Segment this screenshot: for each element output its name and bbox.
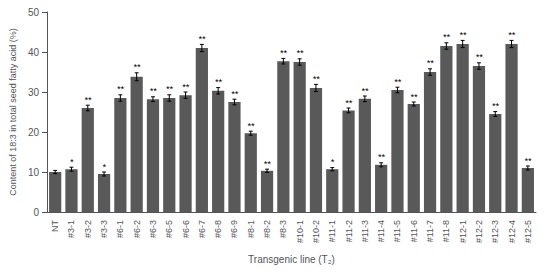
svg-text:0: 0 [33,207,39,218]
svg-text:*: * [70,157,74,167]
svg-text:*: * [331,157,335,167]
svg-text:#11-3: #11-3 [360,220,370,242]
svg-text:**: ** [361,86,369,96]
svg-text:**: ** [149,86,157,96]
svg-text:#11-4: #11-4 [376,220,386,242]
svg-text:**: ** [475,52,483,62]
svg-text:#12-4: #12-4 [507,220,517,243]
svg-text:**: ** [117,84,125,94]
svg-text:**: ** [345,98,353,108]
svg-text:**: ** [296,48,304,58]
svg-text:#12-2: #12-2 [474,220,484,243]
svg-text:#3-2: #3-2 [83,220,93,238]
svg-text:#6-1: #6-1 [115,220,125,238]
svg-text:30: 30 [28,87,40,98]
svg-text:#6-5: #6-5 [164,220,174,238]
svg-text:#11-8: #11-8 [441,220,451,242]
svg-text:**: ** [231,89,239,99]
svg-text:Content of 18:3 in total seed: Content of 18:3 in total seed fatty acid… [8,28,18,196]
svg-text:**: ** [394,77,402,87]
svg-text:#11-1: #11-1 [327,220,337,242]
svg-text:#11-7: #11-7 [425,220,435,242]
svg-text:#12-3: #12-3 [490,220,500,243]
svg-text:**: ** [182,82,190,92]
svg-text:#6-7: #6-7 [197,220,207,238]
svg-text:NT: NT [50,220,60,232]
svg-text:10: 10 [28,167,40,178]
svg-text:#11-2: #11-2 [344,220,354,242]
svg-text:**: ** [198,34,206,44]
svg-text:**: ** [84,95,92,105]
svg-text:#6-8: #6-8 [213,220,223,238]
svg-text:**: ** [410,92,418,102]
svg-text:#10-1: #10-1 [295,220,305,243]
svg-text:#12-1: #12-1 [458,220,468,243]
svg-text:**: ** [312,74,320,84]
svg-text:#10-2: #10-2 [311,220,321,243]
svg-text:Transgenic line (T₂): Transgenic line (T₂) [248,254,335,265]
svg-text:*: * [102,162,106,172]
svg-text:**: ** [215,77,223,87]
svg-text:#11-5: #11-5 [392,220,402,242]
svg-text:**: ** [378,152,386,162]
svg-text:#3-1: #3-1 [66,220,76,238]
svg-text:**: ** [524,156,532,166]
svg-text:#6-9: #6-9 [229,220,239,238]
svg-text:**: ** [459,30,467,40]
svg-text:**: ** [508,30,516,40]
svg-text:**: ** [166,84,174,94]
svg-text:40: 40 [28,47,40,58]
svg-text:#6-2: #6-2 [132,220,142,238]
svg-text:20: 20 [28,127,40,138]
svg-text:**: ** [264,159,272,169]
svg-text:**: ** [492,101,500,111]
svg-text:**: ** [427,58,435,68]
svg-text:#12-5: #12-5 [523,220,533,243]
svg-text:#11-6: #11-6 [409,220,419,242]
svg-text:**: ** [280,48,288,58]
svg-text:**: ** [443,32,451,42]
svg-text:#8-1: #8-1 [246,220,256,238]
svg-text:**: ** [133,62,141,72]
svg-text:#8-2: #8-2 [262,220,272,238]
svg-text:#3-3: #3-3 [99,220,109,238]
svg-text:#8-3: #8-3 [278,220,288,238]
svg-text:50: 50 [28,7,40,18]
svg-text:**: ** [247,121,255,131]
svg-text:#6-6: #6-6 [181,220,191,238]
svg-text:#6-3: #6-3 [148,220,158,238]
